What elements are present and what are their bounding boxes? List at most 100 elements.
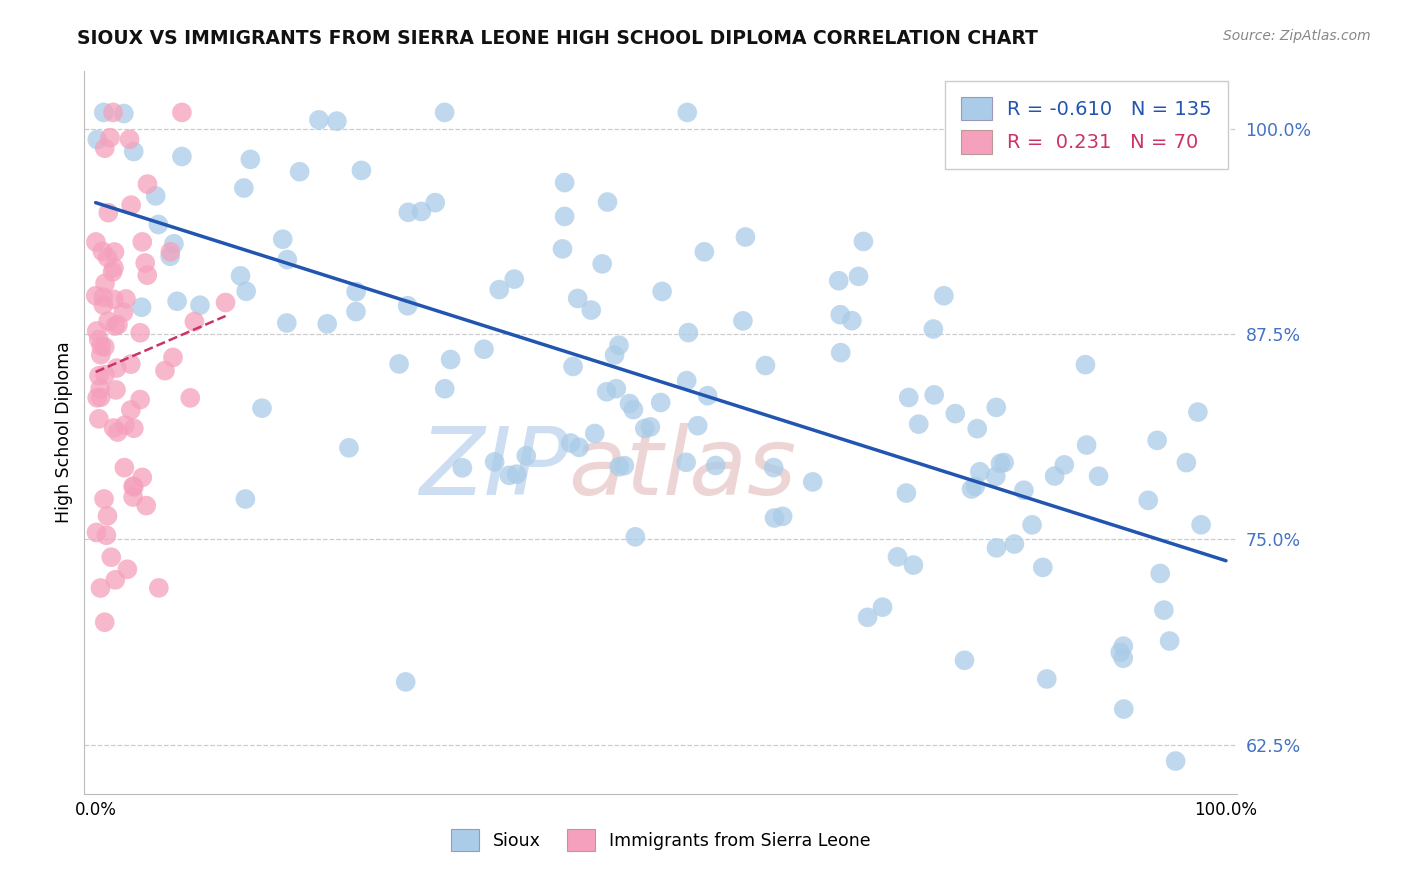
Point	[562, 359, 585, 374]
Point	[897, 391, 920, 405]
Point	[554, 176, 576, 190]
Point	[1149, 566, 1171, 581]
Point	[1109, 645, 1132, 659]
Point	[93, 491, 115, 506]
Point	[613, 458, 636, 473]
Point	[100, 550, 122, 565]
Text: atlas: atlas	[568, 423, 797, 515]
Point	[89, 581, 111, 595]
Point	[484, 455, 506, 469]
Point	[229, 268, 252, 283]
Point	[94, 340, 117, 354]
Point	[693, 244, 716, 259]
Point	[122, 479, 145, 493]
Point	[841, 313, 863, 327]
Point	[344, 304, 367, 318]
Point	[93, 615, 115, 630]
Point	[112, 305, 135, 319]
Point	[112, 106, 135, 120]
Point	[596, 384, 619, 399]
Legend: Sioux, Immigrants from Sierra Leone: Sioux, Immigrants from Sierra Leone	[444, 822, 877, 857]
Point	[828, 274, 851, 288]
Point	[145, 189, 167, 203]
Point	[763, 511, 786, 525]
Point	[505, 467, 527, 482]
Point	[1159, 634, 1181, 648]
Point	[170, 149, 193, 163]
Point	[86, 525, 108, 540]
Point	[953, 653, 976, 667]
Point	[433, 105, 456, 120]
Point	[754, 359, 776, 373]
Point	[1137, 493, 1160, 508]
Point	[107, 425, 129, 439]
Point	[235, 285, 257, 299]
Point	[97, 314, 120, 328]
Point	[1036, 672, 1059, 686]
Point	[148, 218, 170, 232]
Point	[425, 195, 447, 210]
Point	[579, 303, 602, 318]
Point	[136, 268, 159, 283]
Point	[129, 392, 152, 407]
Point	[624, 530, 647, 544]
Point	[1189, 517, 1212, 532]
Point	[135, 499, 157, 513]
Point	[1175, 456, 1198, 470]
Point	[1146, 434, 1168, 448]
Point	[104, 573, 127, 587]
Point	[986, 401, 1008, 415]
Point	[731, 314, 754, 328]
Point	[117, 562, 139, 576]
Point	[188, 298, 211, 312]
Point	[183, 315, 205, 329]
Point	[1002, 537, 1025, 551]
Point	[101, 105, 124, 120]
Point	[554, 210, 576, 224]
Point	[396, 299, 419, 313]
Point	[94, 368, 117, 382]
Point	[675, 455, 697, 469]
Point	[1074, 358, 1097, 372]
Point	[596, 194, 619, 209]
Point	[396, 205, 419, 219]
Point	[388, 357, 411, 371]
Point	[772, 509, 794, 524]
Point	[159, 244, 181, 259]
Point	[651, 285, 673, 299]
Text: SIOUX VS IMMIGRANTS FROM SIERRA LEONE HIGH SCHOOL DIPLOMA CORRELATION CHART: SIOUX VS IMMIGRANTS FROM SIERRA LEONE HI…	[77, 29, 1038, 47]
Point	[568, 440, 591, 454]
Point	[163, 236, 186, 251]
Point	[288, 165, 311, 179]
Point	[605, 382, 627, 396]
Point	[166, 294, 188, 309]
Point	[115, 292, 138, 306]
Point	[433, 382, 456, 396]
Point	[271, 232, 294, 246]
Point	[122, 145, 145, 159]
Point	[344, 285, 367, 299]
Point	[560, 436, 582, 450]
Point	[1164, 754, 1187, 768]
Point	[932, 289, 955, 303]
Point	[603, 348, 626, 362]
Point	[607, 338, 630, 352]
Point	[675, 374, 697, 388]
Point	[886, 549, 908, 564]
Point	[696, 389, 718, 403]
Point	[114, 418, 136, 433]
Point	[488, 283, 510, 297]
Point	[515, 449, 537, 463]
Point	[103, 260, 125, 275]
Y-axis label: High School Diploma: High School Diploma	[55, 342, 73, 524]
Point	[91, 244, 114, 259]
Point	[112, 460, 135, 475]
Point	[101, 265, 124, 279]
Point	[235, 491, 257, 506]
Point	[93, 105, 115, 120]
Point	[686, 418, 709, 433]
Point	[118, 132, 141, 146]
Point	[96, 251, 118, 265]
Point	[84, 289, 107, 303]
Point	[103, 421, 125, 435]
